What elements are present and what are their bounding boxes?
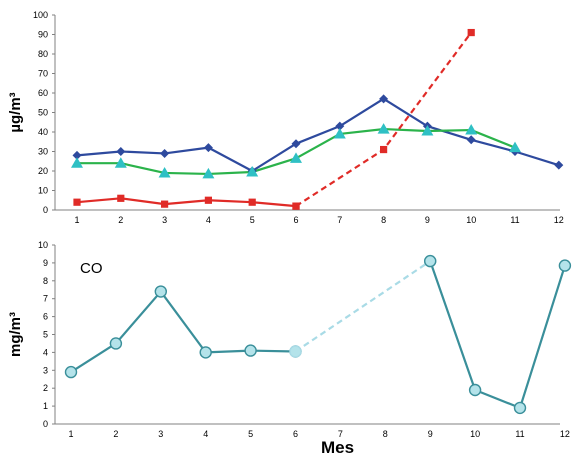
data-point-0 — [554, 160, 564, 170]
x-tick-label: 7 — [337, 215, 342, 225]
series-line-1 — [294, 260, 431, 353]
y-axis-label: mg/m³ — [7, 312, 24, 357]
data-point-3 — [467, 28, 475, 37]
data-point-2 — [558, 259, 572, 272]
y-tick-label: 90 — [38, 30, 48, 40]
data-point-1 — [290, 152, 302, 163]
x-tick-label: 5 — [250, 215, 255, 225]
x-tick-label: 11 — [510, 215, 519, 225]
data-point-0 — [64, 365, 78, 379]
series-line-3 — [295, 31, 473, 208]
data-point-0 — [466, 135, 476, 145]
y-tick-label: 100 — [33, 10, 48, 20]
x-tick-label: 1 — [68, 429, 73, 439]
y-tick-label: 20 — [38, 166, 48, 176]
series-line-2 — [429, 260, 566, 409]
data-point-1 — [509, 141, 521, 153]
y-tick-label: 80 — [38, 49, 48, 59]
data-point-2 — [424, 254, 437, 268]
data-point-3 — [292, 202, 300, 210]
y-tick-label: 2 — [43, 383, 48, 393]
x-tick-label: 5 — [248, 429, 253, 439]
y-tick-label: 60 — [38, 88, 48, 98]
data-point-0 — [160, 148, 170, 158]
data-point-0 — [109, 337, 123, 350]
x-tick-label: 4 — [203, 429, 208, 439]
x-tick-label: 10 — [466, 215, 476, 225]
data-point-0 — [203, 143, 213, 153]
data-point-0 — [335, 121, 345, 131]
y-tick-label: 0 — [43, 419, 48, 429]
data-point-2 — [161, 200, 169, 208]
y-axis-label: µg/m³ — [7, 92, 24, 132]
x-tick-label: 6 — [293, 215, 298, 225]
x-tick-label: 3 — [162, 215, 167, 225]
x-tick-label: 2 — [113, 429, 118, 439]
data-point-0 — [72, 150, 82, 160]
data-point-1 — [289, 345, 302, 358]
y-tick-label: 4 — [43, 347, 48, 357]
x-tick-label: 8 — [383, 429, 388, 439]
data-point-3 — [380, 145, 388, 154]
data-point-0 — [291, 139, 301, 149]
series-line-0 — [70, 290, 296, 374]
x-axis-label: Mes — [321, 438, 354, 457]
x-tick-label: 9 — [425, 215, 430, 225]
x-tick-label: 7 — [338, 429, 343, 439]
y-tick-label: 9 — [43, 258, 48, 268]
y-tick-label: 40 — [38, 127, 48, 137]
y-tick-label: 7 — [43, 294, 48, 304]
data-point-1 — [246, 165, 259, 177]
data-point-1 — [377, 123, 390, 134]
x-tick-label: 6 — [293, 429, 298, 439]
y-tick-label: 10 — [38, 240, 48, 250]
data-point-0 — [244, 344, 257, 357]
x-tick-label: 9 — [428, 429, 433, 439]
data-point-0 — [379, 94, 389, 104]
series-line-2 — [76, 197, 297, 208]
data-point-1 — [333, 127, 346, 139]
data-point-2 — [513, 401, 527, 415]
data-point-1 — [158, 166, 171, 178]
chart-annotation: CO — [80, 260, 103, 277]
data-point-1 — [465, 124, 478, 135]
x-tick-label: 12 — [554, 215, 564, 225]
series-line-0 — [76, 97, 560, 173]
y-tick-label: 3 — [43, 365, 48, 375]
y-tick-label: 6 — [43, 312, 48, 322]
y-tick-label: 8 — [43, 276, 48, 286]
data-point-2 — [73, 198, 81, 206]
x-tick-label: 11 — [515, 429, 524, 439]
y-tick-label: 10 — [38, 186, 48, 196]
x-tick-label: 12 — [560, 429, 570, 439]
y-tick-label: 50 — [38, 108, 48, 118]
x-tick-label: 1 — [74, 215, 79, 225]
x-tick-label: 2 — [118, 215, 123, 225]
data-point-2 — [204, 196, 212, 204]
x-tick-label: 10 — [470, 429, 480, 439]
data-point-2 — [248, 198, 256, 206]
x-tick-label: 3 — [158, 429, 163, 439]
y-tick-label: 70 — [38, 69, 48, 79]
data-point-1 — [202, 167, 215, 179]
x-tick-label: 8 — [381, 215, 386, 225]
data-point-1 — [114, 157, 127, 168]
data-point-1 — [421, 125, 434, 136]
y-tick-label: 30 — [38, 147, 48, 157]
y-tick-label: 5 — [43, 330, 48, 340]
x-tick-label: 4 — [206, 215, 211, 225]
data-point-0 — [154, 285, 168, 298]
data-point-2 — [468, 383, 482, 397]
data-point-2 — [117, 194, 125, 202]
data-point-1 — [71, 157, 83, 168]
data-point-0 — [199, 346, 212, 359]
y-tick-label: 0 — [43, 205, 48, 215]
data-point-0 — [116, 147, 126, 156]
y-tick-label: 1 — [43, 401, 48, 411]
